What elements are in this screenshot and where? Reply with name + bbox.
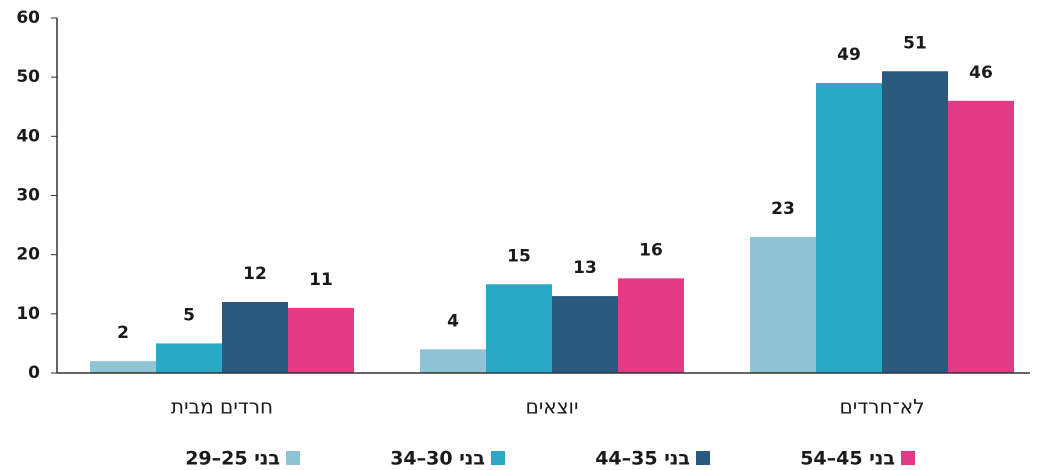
bar: [156, 343, 222, 373]
bar: [882, 71, 948, 373]
legend-label: בני 25–29: [185, 448, 280, 470]
bar: [552, 296, 618, 373]
bar: [816, 83, 882, 373]
value-label: 16: [639, 240, 663, 260]
value-label: 13: [573, 258, 597, 278]
y-tick-label: 20: [16, 245, 40, 265]
bar: [618, 278, 684, 373]
value-label: 15: [507, 246, 531, 266]
legend-label: בני 45–54: [800, 448, 895, 470]
value-label: 51: [903, 33, 927, 53]
bar: [948, 100, 1014, 373]
x-tick-label: יוצאים: [526, 395, 579, 419]
y-tick-label: 50: [16, 67, 40, 87]
value-label: 2: [117, 323, 129, 343]
y-tick-label: 40: [16, 126, 40, 146]
legend-label: בני 35–44: [595, 448, 690, 470]
value-label: 11: [309, 270, 333, 290]
y-tick-label: 30: [16, 186, 40, 206]
value-label: 5: [183, 305, 195, 325]
x-tick-label: לא־חרדים: [840, 395, 925, 419]
bar: [222, 302, 288, 373]
bar: [486, 284, 552, 373]
bar: [750, 236, 816, 373]
value-label: 46: [969, 63, 993, 83]
legend-swatch: [491, 451, 505, 465]
y-tick-label: 60: [16, 8, 40, 28]
legend-swatch: [901, 451, 915, 465]
value-label: 12: [243, 264, 267, 284]
value-label: 49: [837, 45, 861, 65]
bar: [288, 307, 354, 373]
y-tick-label: 10: [16, 304, 40, 324]
legend-swatch: [696, 451, 710, 465]
y-tick-label: 0: [28, 363, 40, 383]
value-label: 23: [771, 199, 795, 219]
legend-swatch: [286, 451, 300, 465]
legend-label: בני 30–34: [390, 448, 485, 470]
x-tick-label: חרדים מבית: [171, 395, 273, 419]
bar: [420, 349, 486, 373]
bar: [90, 361, 156, 373]
value-label: 4: [447, 311, 459, 331]
